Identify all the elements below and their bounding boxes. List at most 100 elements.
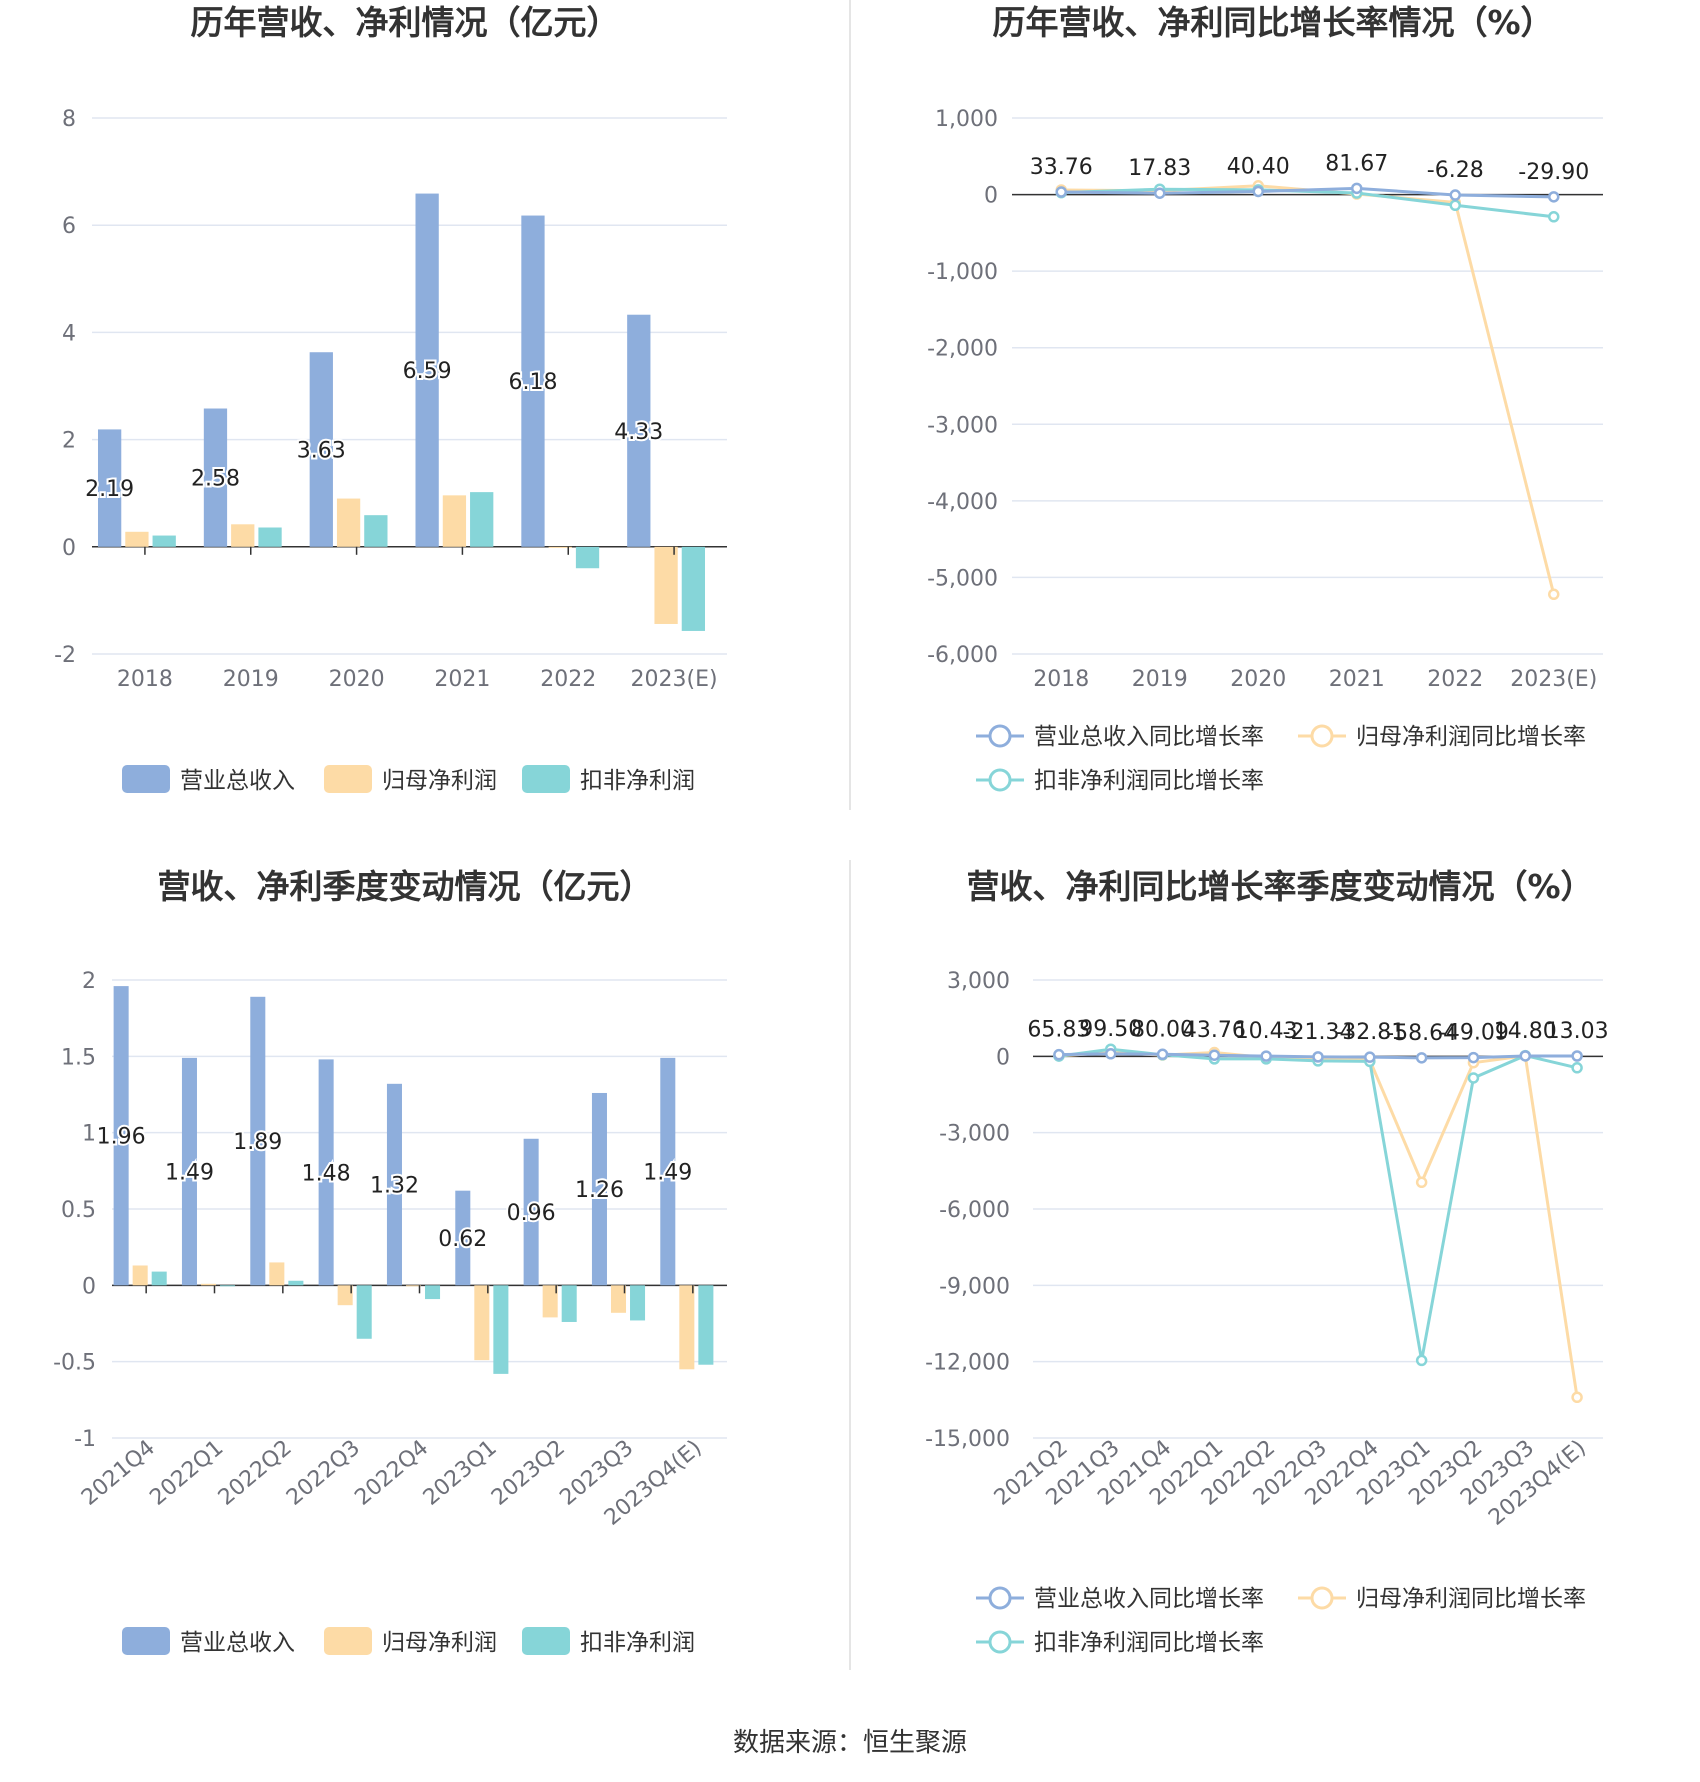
y-tick-label: 0 (996, 1045, 1010, 1070)
bar-net-profit (610, 1285, 627, 1313)
x-tick-label: 2018 (117, 667, 173, 692)
x-tick-label: 2022Q4 (350, 1435, 433, 1510)
y-tick-label: -2 (54, 643, 76, 668)
series-point (1252, 185, 1264, 198)
series-point (1154, 187, 1166, 199)
legend-marker (1310, 724, 1334, 748)
y-tick-label: 1 (82, 1122, 96, 1147)
x-tick-label: 2019 (1132, 667, 1188, 692)
y-tick-label: -15,000 (925, 1427, 1010, 1452)
bar-data-label: 0.62 (438, 1227, 487, 1252)
bar-deducted-profit (425, 1285, 441, 1300)
bar-data-label: 1.48 (302, 1161, 351, 1186)
y-tick-label: 1.5 (61, 1045, 96, 1070)
line-data-label: -32.81 (1334, 1020, 1405, 1045)
x-tick-label: 2019 (223, 667, 279, 692)
x-tick-label: 2023Q1 (419, 1435, 502, 1510)
y-tick-label: 2 (62, 429, 76, 454)
y-tick-label: -4,000 (927, 490, 998, 515)
series-point (1208, 1049, 1221, 1061)
series-line-deducted-growth (1058, 1047, 1578, 1361)
y-tick-label: -0.5 (53, 1351, 96, 1376)
y-tick-label: -3,000 (927, 413, 998, 438)
y-tick-label: 3,000 (947, 969, 1010, 994)
bar-data-label: 1.49 (643, 1161, 692, 1186)
bar-net-profit (474, 1285, 490, 1361)
bar-data-label: 6.18 (508, 370, 557, 395)
series-point (1548, 211, 1560, 223)
y-tick-label: 1,000 (935, 107, 998, 132)
y-tick-label: -1 (74, 1427, 96, 1452)
x-tick-label: 2022 (1427, 667, 1483, 692)
bar-revenue (181, 1057, 197, 1286)
x-tick-label: 2022Q1 (145, 1435, 228, 1510)
legend-marker (988, 724, 1012, 748)
bar-revenue (309, 352, 333, 547)
series-point (1104, 1048, 1117, 1060)
y-tick-label: 4 (62, 321, 76, 346)
bar-data-label: 4.33 (614, 420, 663, 445)
bar-deducted-profit (288, 1280, 304, 1286)
series-line-deducted-growth (1061, 187, 1554, 219)
legend-label: 归母净利润 (382, 1630, 497, 1656)
line-data-label: 99.50 (1079, 1017, 1142, 1042)
annual-growth-chart: 历年营收、净利同比增长率情况（%） -6,000 -5,000 -4,000 -3,00… (927, 3, 1603, 794)
series-point (1053, 1048, 1065, 1061)
legend-marker (988, 1630, 1012, 1654)
line-data-label: 17.83 (1128, 156, 1191, 181)
series-point (1571, 1050, 1583, 1062)
series-point (1351, 182, 1363, 195)
x-tick-label: 2022Q3 (282, 1435, 365, 1510)
series-line-net-growth (1058, 1051, 1579, 1398)
bar-net-profit (654, 546, 678, 624)
series-point (1312, 1051, 1324, 1063)
bar-deducted-profit (698, 1285, 714, 1365)
bar-net-profit (231, 524, 255, 547)
y-tick-label: -1,000 (927, 260, 998, 285)
bar-deducted-profit (151, 1271, 167, 1286)
bar-data-label: 1.32 (370, 1174, 419, 1199)
bar-revenue (318, 1059, 334, 1286)
bar-revenue (523, 1138, 539, 1286)
bar-data-label: 1.26 (575, 1178, 624, 1203)
y-tick-label: 0 (984, 184, 998, 209)
series-point (1449, 189, 1461, 201)
bar-net-profit (200, 1283, 217, 1286)
bar-revenue (660, 1057, 676, 1286)
chart-title: 营收、净利季度变动情况（亿元） (158, 867, 653, 906)
legend-label: 扣非净利润 (580, 768, 695, 794)
bar-net-profit (337, 1285, 353, 1306)
data-source-note: 数据来源：恒生聚源 (732, 1728, 967, 1758)
y-tick-label: 8 (62, 107, 76, 132)
bar-deducted-profit (561, 1285, 577, 1322)
legend-label: 归母净利润同比增长率 (1356, 1586, 1586, 1612)
bar-data-label: 1.49 (165, 1161, 214, 1186)
series-point (1467, 1072, 1480, 1084)
x-tick-label: 2021 (434, 667, 490, 692)
bar-net-profit (125, 531, 149, 547)
series-point (1519, 1050, 1532, 1062)
line-data-label: 43.76 (1183, 1018, 1246, 1043)
bar-revenue (250, 996, 266, 1286)
y-tick-label: 2 (82, 969, 96, 994)
bar-net-profit (405, 1285, 422, 1287)
legend-label: 营业总收入 (180, 768, 295, 794)
series-line-net-growth (1061, 184, 1556, 595)
series-point (1415, 1176, 1428, 1189)
legend-label: 扣非净利润同比增长率 (1034, 768, 1264, 794)
y-tick-label: -6,000 (939, 1198, 1010, 1223)
y-tick-label: 0 (82, 1274, 96, 1299)
bar-deducted-profit (356, 1285, 372, 1339)
bar-data-label: 2.19 (85, 477, 134, 502)
bar-net-profit (132, 1265, 148, 1286)
series-point (1467, 1051, 1480, 1064)
legend-label: 归母净利润同比增长率 (1356, 724, 1586, 750)
bar-net-profit (442, 495, 467, 547)
quarterly-values-chart: 营收、净利季度变动情况（亿元） -1 -0.5 0 0.5 1 1.5 2 1.96 1.49 1.… (53, 867, 727, 1656)
line-data-label: -49.09 (1438, 1021, 1509, 1046)
series-point (1055, 186, 1067, 198)
y-tick-label: -2,000 (927, 337, 998, 362)
bar-revenue (455, 1190, 471, 1286)
bar-net-profit (548, 546, 572, 548)
x-tick-label: 2020 (1230, 667, 1286, 692)
